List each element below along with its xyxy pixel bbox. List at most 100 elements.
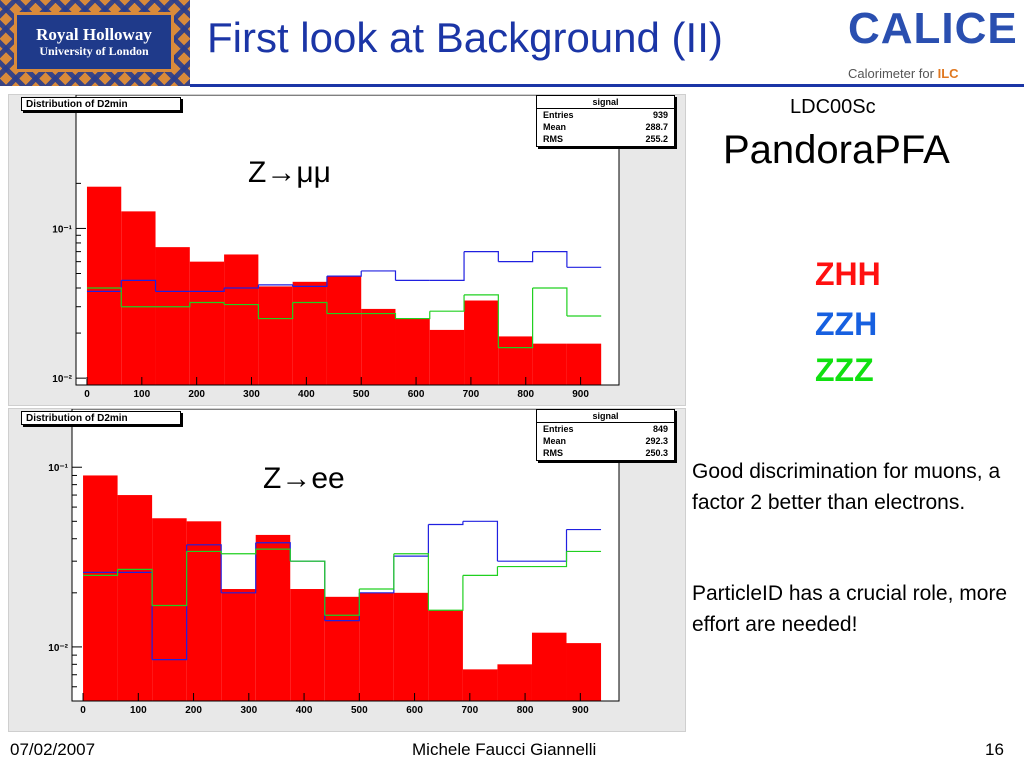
histogram-step-zzh xyxy=(428,521,464,526)
conclusion-paragraph: Good discrimination for muons, a factor … xyxy=(692,460,1001,514)
histogram-step-zzz xyxy=(83,569,119,577)
histogram-step-zzz xyxy=(395,311,431,320)
histogram-step-zzz xyxy=(117,568,153,606)
histogram-muons-svg: 0 100 200 300 400 500 600 700 800 900 10⁻¹ 10⁻² xyxy=(52,95,620,400)
x-tick-label: 800 xyxy=(517,705,534,716)
logo-line1: Royal Holloway xyxy=(36,25,152,45)
stats-mean-label: Mean xyxy=(543,122,567,132)
histogram-step-zzz xyxy=(324,589,360,616)
histogram-step-zzh xyxy=(498,251,534,263)
x-tick-label: 200 xyxy=(188,389,205,400)
y-tick-label: 10⁻¹ xyxy=(48,463,68,474)
channel-label-muons: Z→μμ xyxy=(248,156,331,189)
stats-header: signal xyxy=(537,96,674,109)
x-tick-label: 0 xyxy=(80,705,86,716)
histogram-step-zzh xyxy=(532,251,568,268)
y-tick-label: 10⁻¹ xyxy=(52,224,72,235)
histogram-bar-zhh xyxy=(121,211,156,385)
histogram-step-zzz xyxy=(224,303,259,319)
x-tick-label: 200 xyxy=(185,705,202,716)
histogram-step-zzh xyxy=(462,520,499,562)
histogram-bar-zhh xyxy=(497,664,532,701)
histogram-bar-zhh xyxy=(224,254,259,385)
histogram-electrons-svg: 0 100 200 300 400 500 600 700 800 900 10⁻¹ 10⁻² xyxy=(48,409,620,716)
histogram-step-zzz xyxy=(86,287,122,307)
histogram-step-zzz xyxy=(155,302,191,308)
histogram-step-zzz xyxy=(498,288,534,349)
calice-subtitle: Calorimeter for ILC xyxy=(848,66,959,81)
histogram-bar-zhh xyxy=(86,186,122,385)
histogram-bar-zhh xyxy=(395,318,430,385)
histogram-bar-zhh xyxy=(393,592,429,701)
stats-row-rms: RMS 250.3 xyxy=(537,447,674,459)
histogram-step-zzz xyxy=(393,553,429,611)
slide-title: First look at Background (II) xyxy=(207,14,723,61)
particleid-paragraph: ParticleID has a crucial role, more effo… xyxy=(692,582,1008,636)
histogram-bar-zhh xyxy=(155,247,190,385)
legend-zzh: ZZH xyxy=(815,306,878,342)
royal-holloway-logo-plate: Royal Holloway University of London xyxy=(14,12,174,72)
histogram-panel-electrons: 0 100 200 300 400 500 600 700 800 900 10⁻¹ 10⁻² Dis… xyxy=(8,408,686,732)
calice-subtitle-text: Calorimeter for xyxy=(848,66,938,81)
histogram-bar-zhh xyxy=(255,534,291,701)
histogram-step-zzh xyxy=(224,284,259,289)
histogram-bar-zhh xyxy=(464,300,499,385)
algorithm-name: PandoraPFA xyxy=(723,128,950,172)
histogram-bar-zhh xyxy=(292,281,327,385)
histogram-bar-zhh xyxy=(186,521,222,701)
stats-mean-value: 292.3 xyxy=(645,436,668,446)
histogram-bar-zhh xyxy=(258,286,293,385)
footer-page-number: 16 xyxy=(985,740,1004,759)
stats-rms-value: 255.2 xyxy=(645,134,668,144)
stats-entries-value: 849 xyxy=(652,424,668,434)
histogram-title: Distribution of D2min xyxy=(21,97,181,111)
histogram-bar-zhh xyxy=(326,276,362,385)
histogram-bar-zhh xyxy=(532,343,567,385)
histogram-bar-zhh xyxy=(498,336,533,385)
histogram-step-zzz xyxy=(531,551,568,568)
histogram-bar-zhh xyxy=(189,261,225,385)
stats-row-rms: RMS 255.2 xyxy=(537,133,674,145)
stats-mean-value: 288.7 xyxy=(645,122,668,132)
histogram-step-zzh xyxy=(361,270,397,281)
histogram-step-zzh xyxy=(429,251,465,281)
stats-entries-label: Entries xyxy=(543,424,574,434)
channel-label-electrons: Z→ee xyxy=(263,462,345,495)
histogram-step-zzz xyxy=(255,548,291,562)
x-tick-label: 500 xyxy=(353,389,370,400)
histogram-bar-zhh xyxy=(117,495,153,701)
histogram-bar-zhh xyxy=(361,308,396,385)
stats-row-mean: Mean 292.3 xyxy=(537,435,674,447)
stats-row-entries: Entries 939 xyxy=(537,109,674,121)
stats-rms-value: 250.3 xyxy=(645,448,668,458)
y-tick-label: 10⁻² xyxy=(48,643,68,654)
histogram-bar-zhh xyxy=(566,643,602,701)
logo-line2: University of London xyxy=(39,43,149,58)
legend-zhh: ZHH xyxy=(815,256,881,292)
royal-holloway-logo: Royal Holloway University of London xyxy=(0,0,190,86)
plot-frame xyxy=(71,409,620,702)
histogram-step-zzh xyxy=(292,276,328,288)
stats-rms-label: RMS xyxy=(543,134,563,144)
x-tick-label: 300 xyxy=(243,389,260,400)
legend-zzz: ZZZ xyxy=(815,352,874,388)
x-tick-label: 400 xyxy=(298,389,315,400)
histogram-step-zzz xyxy=(258,302,294,320)
histogram-step-zzz xyxy=(361,312,397,319)
histogram-step-zzh xyxy=(186,544,222,593)
x-tick-label: 600 xyxy=(408,389,425,400)
x-tick-label: 600 xyxy=(406,705,423,716)
calice-subtitle-ilc: ILC xyxy=(937,66,959,81)
x-tick-label: 700 xyxy=(463,389,480,400)
x-tick-label: 500 xyxy=(351,705,368,716)
histogram-step-zzz xyxy=(186,550,222,554)
histogram-step-zzh xyxy=(221,542,257,594)
stats-row-mean: Mean 288.7 xyxy=(537,121,674,133)
histogram-bar-zhh xyxy=(221,589,256,701)
histogram-step-zzz xyxy=(428,575,464,611)
plot-frame xyxy=(75,95,620,386)
histogram-step-zzz xyxy=(464,294,499,348)
histogram-bar-zhh xyxy=(359,592,394,701)
histogram-bar-zhh xyxy=(531,632,567,701)
histogram-bar-zhh xyxy=(83,475,118,701)
